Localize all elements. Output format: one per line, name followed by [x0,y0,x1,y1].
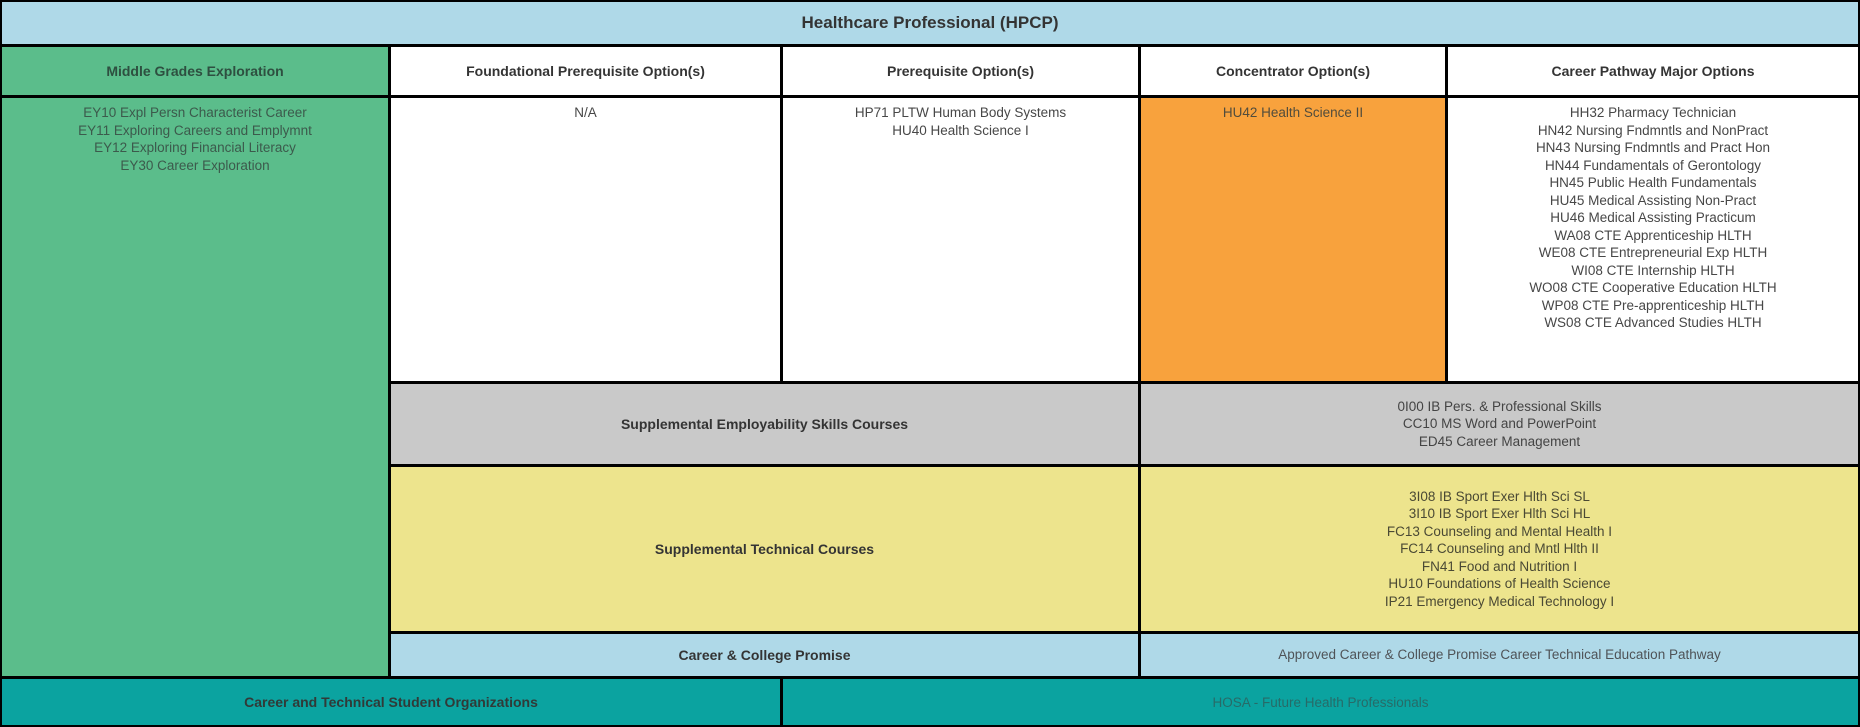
course-item: 3I10 IB Sport Exer Hlth Sci HL [1408,506,1591,522]
course-item: FC14 Counseling and Mntl Hlth II [1400,541,1599,557]
concentrator-courses-cell: HU42 Health Science II [1141,98,1445,381]
course-item: WP08 CTE Pre-apprenticeship HLTH [1541,297,1765,313]
course-item: EY30 Career Exploration [120,157,270,173]
supplemental-technical-courses-cell: 3I08 IB Sport Exer Hlth Sci SL 3I10 IB Sp… [1141,467,1858,631]
course-item: EY11 Exploring Careers and Emplymnt [78,122,312,138]
course-item: HN42 Nursing Fndmntls and NonPract [1537,122,1769,138]
course-item: HN45 Public Health Fundamentals [1549,175,1757,190]
supplemental-employability-courses-cell: 0I00 IB Pers. & Professional Skills CC10 … [1141,384,1858,464]
course-item: CC10 MS Word and PowerPoint [1402,416,1597,432]
ctso-value-cell: HOSA - Future Health Professionals [783,679,1858,725]
column-header-concentrator: Concentrator Option(s) [1141,47,1445,95]
course-item: HN44 Fundamentals of Gerontology [1544,157,1762,173]
column-header-major: Career Pathway Major Options [1448,47,1858,95]
course-item: FC13 Counseling and Mental Health I [1386,523,1613,539]
course-item: HP71 PLTW Human Body Systems [854,105,1067,120]
supplemental-employability-label: Supplemental Employability Skills Course… [391,384,1138,464]
ctso-value: HOSA - Future Health Professionals [1212,694,1429,710]
course-item: HU40 Health Science I [892,122,1029,138]
course-item: HU46 Medical Assisting Practicum [1550,210,1756,225]
middle-grades-courses-cell: EY10 Expl Persn Characterist Career EY11 … [2,98,388,676]
course-item: HH32 Pharmacy Technician [1569,105,1737,120]
supplemental-technical-label: Supplemental Technical Courses [391,467,1138,631]
course-item: WA08 CTE Apprenticeship HLTH [1554,227,1752,243]
course-item: HN43 Nursing Fndmntls and Pract Hon [1535,140,1771,155]
column-header-prerequisite: Prerequisite Option(s) [783,47,1138,95]
course-item: WI08 CTE Internship HLTH [1571,262,1735,278]
career-college-promise-label: Career & College Promise [391,634,1138,676]
course-item: WE08 CTE Entrepreneurial Exp HLTH [1538,245,1768,260]
column-header-middle-grades: Middle Grades Exploration [2,47,388,95]
course-item: N/A [574,105,597,120]
course-item: HU45 Medical Assisting Non-Pract [1549,192,1757,208]
course-item: IP21 Emergency Medical Technology I [1384,593,1615,609]
prerequisite-courses-cell: HP71 PLTW Human Body Systems HU40 Health … [783,98,1138,381]
column-header-foundational: Foundational Prerequisite Option(s) [391,47,780,95]
course-item: HU10 Foundations of Health Science [1388,576,1611,592]
ctso-label: Career and Technical Student Organizatio… [2,679,780,725]
career-college-promise-value-cell: Approved Career & College Promise Career… [1141,634,1858,676]
course-item: ED45 Career Management [1418,433,1581,449]
career-college-promise-value: Approved Career & College Promise Career… [1278,647,1721,663]
page-title: Healthcare Professional (HPCP) [2,2,1858,44]
course-item: HU42 Health Science II [1222,105,1364,120]
course-item: 3I08 IB Sport Exer Hlth Sci SL [1409,488,1590,504]
foundational-courses-cell: N/A [391,98,780,381]
course-item: EY12 Exploring Financial Literacy [94,140,296,155]
course-item: 0I00 IB Pers. & Professional Skills [1397,398,1602,414]
course-item: EY10 Expl Persn Characterist Career [83,105,307,120]
major-courses-cell: HH32 Pharmacy Technician HN42 Nursing Fnd… [1448,98,1858,381]
course-item: WO08 CTE Cooperative Education HLTH [1529,280,1777,295]
course-item: FN41 Food and Nutrition I [1421,558,1578,574]
course-item: WS08 CTE Advanced Studies HLTH [1544,315,1762,330]
